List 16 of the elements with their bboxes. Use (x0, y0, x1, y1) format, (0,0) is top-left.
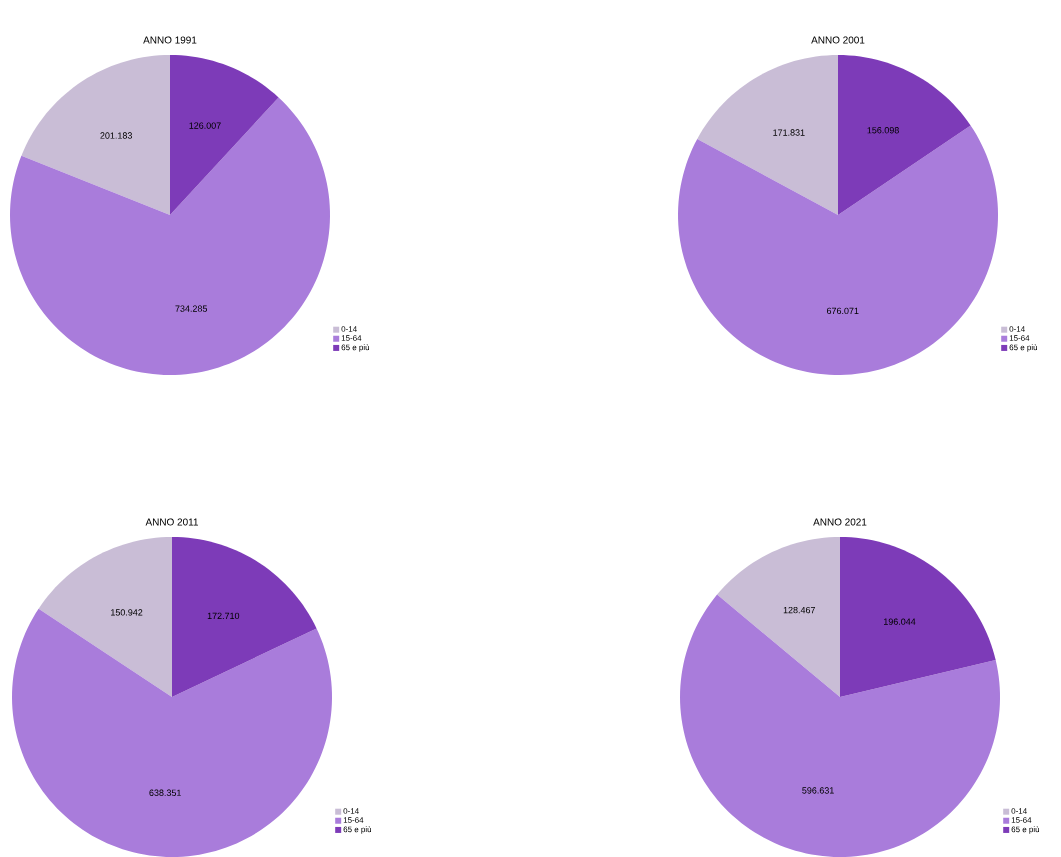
data-label: 172.710 (207, 612, 240, 620)
data-label: 196.044 (884, 618, 916, 625)
data-label: 734.285 (175, 305, 208, 312)
chart-title: ANNO 1991 (143, 36, 197, 44)
chart-title: ANNO 2021 (813, 518, 867, 526)
data-label: 156.098 (867, 127, 899, 134)
data-label: 638.351 (149, 789, 181, 796)
data-label: 126.007 (189, 122, 221, 129)
data-label: 201.183 (100, 132, 132, 139)
data-label: 150.942 (111, 609, 143, 616)
chart-title: ANNO 2001 (811, 36, 865, 44)
data-label: 128.467 (783, 606, 816, 614)
chart-title: ANNO 2011 (145, 518, 199, 526)
data-label: 676.071 (826, 307, 859, 315)
data-label: 596.631 (802, 787, 834, 794)
data-label: 171.831 (773, 129, 805, 136)
